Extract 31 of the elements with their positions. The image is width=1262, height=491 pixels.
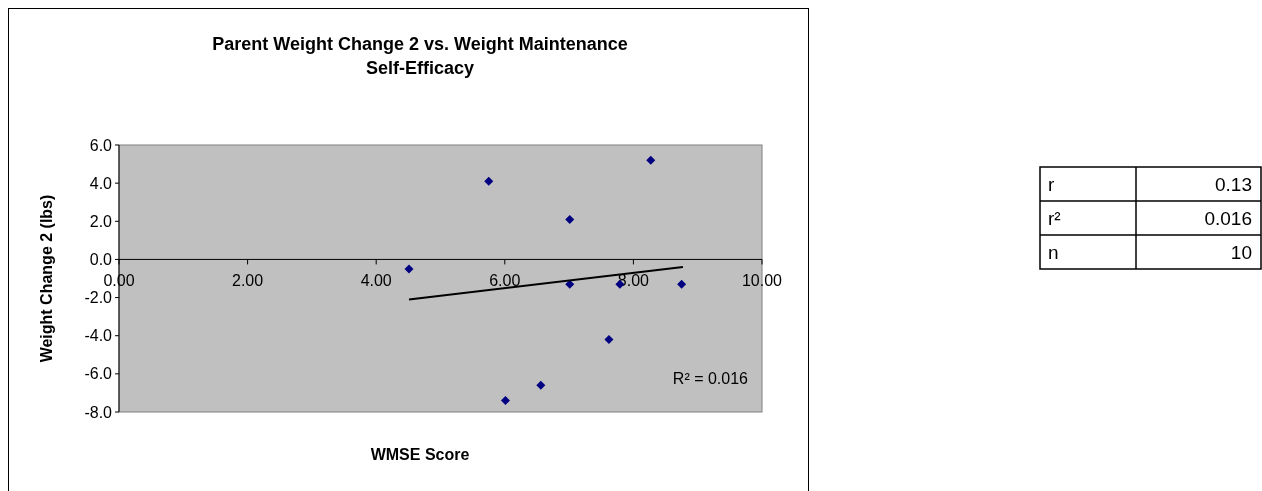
y-tick-label: 6.0 bbox=[89, 136, 113, 154]
annotation: R² = 0.016 bbox=[672, 370, 749, 387]
y-tick-label: -2.0 bbox=[84, 289, 113, 307]
text: 10 bbox=[1230, 242, 1252, 263]
text: r bbox=[1048, 174, 1055, 195]
y-axis-title: Weight Change 2 (lbs) bbox=[38, 194, 55, 363]
point bbox=[500, 396, 510, 406]
point bbox=[536, 380, 546, 390]
point bbox=[565, 279, 575, 289]
point bbox=[404, 264, 414, 274]
point bbox=[565, 214, 575, 224]
point bbox=[484, 176, 494, 186]
point bbox=[677, 279, 687, 289]
y-tick-label: -6.0 bbox=[84, 365, 113, 383]
x-tick-label: 2.00 bbox=[232, 272, 264, 290]
text: 0.13 bbox=[1215, 174, 1252, 195]
x-axis-title: WMSE Score bbox=[370, 446, 470, 463]
y-tick-label: 2.0 bbox=[89, 212, 113, 230]
y-tick-label: -4.0 bbox=[84, 327, 113, 345]
chart-title: Parent Weight Change 2 vs. Weight Maintenance Self-Efficacy bbox=[212, 34, 628, 78]
point bbox=[646, 155, 656, 165]
point bbox=[604, 335, 614, 345]
x-tick-label: 6.00 bbox=[489, 272, 521, 290]
text: r² bbox=[1048, 208, 1061, 229]
x-tick-label: 4.00 bbox=[360, 272, 392, 290]
y-tick-label: 4.0 bbox=[89, 174, 113, 192]
y-tick-label: 0.0 bbox=[89, 251, 113, 269]
text: n bbox=[1048, 242, 1059, 263]
y-tick-label: -8.0 bbox=[84, 403, 113, 421]
x-tick-label: 10.00 bbox=[741, 272, 783, 290]
text: 0.016 bbox=[1204, 208, 1252, 229]
